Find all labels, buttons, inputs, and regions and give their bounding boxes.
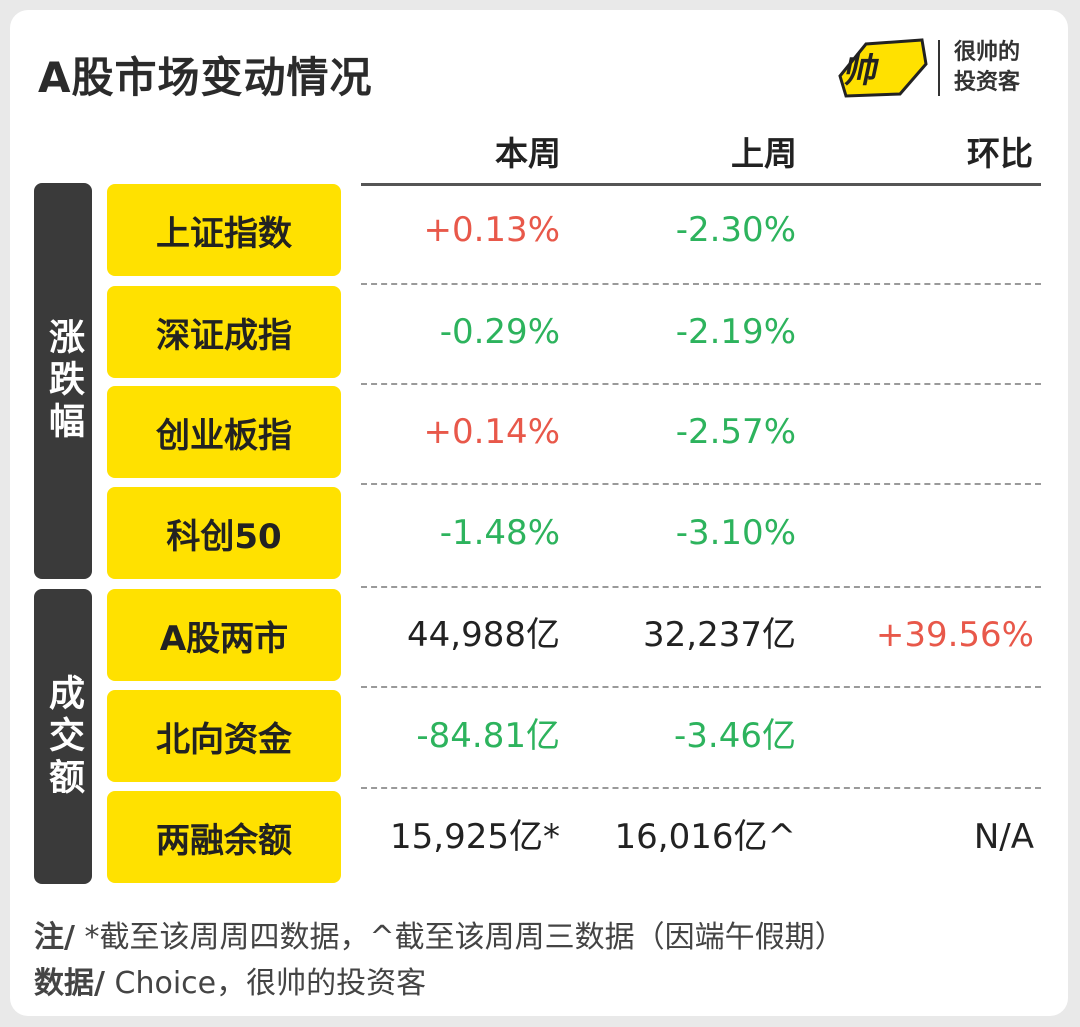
cell-szse-this-week: -0.29%: [439, 312, 560, 352]
row-divider: [361, 787, 1041, 789]
row-label-star50: 科创50: [107, 487, 341, 579]
cell-sse-change: [804, 184, 1034, 276]
cell-margin-change: N/A: [973, 817, 1034, 857]
cell-chinext-this-week: +0.14%: [423, 412, 561, 452]
row-divider: [361, 483, 1041, 485]
row-label-northbound: 北向资金: [107, 690, 341, 782]
footnote-source: 数据/ Choice，很帅的投资客: [34, 958, 426, 1002]
group-tag-price-change: 涨跌幅: [34, 183, 92, 579]
group-tag-turnover: 成交额: [34, 589, 92, 884]
cell-a-share-change: +39.56%: [875, 615, 1034, 655]
cell-northbound-this-week: -84.81亿: [416, 716, 560, 756]
row-label-chinext: 创业板指: [107, 386, 341, 478]
logo-line-1: 很帅的: [954, 40, 1021, 65]
cell-chinext-change: [804, 386, 1034, 478]
cell-star50-change: [804, 487, 1034, 579]
footnote-note-text: *截至该周周四数据，^截至该周周三数据（因端午假期）: [74, 920, 845, 955]
svg-text:帅: 帅: [841, 52, 883, 90]
row-label-a-share-market: A股两市: [107, 589, 341, 681]
logo-divider: [938, 40, 940, 96]
row-divider: [361, 686, 1041, 688]
cell-star50-last-week: -3.10%: [675, 513, 796, 553]
cell-a-share-last-week: 32,237亿: [643, 615, 796, 655]
footnote-note: 注/ *截至该周周四数据，^截至该周周三数据（因端午假期）: [34, 912, 845, 956]
row-divider: [361, 283, 1041, 285]
logo-line-2: 投资客: [954, 70, 1021, 95]
cell-a-share-this-week: 44,988亿: [407, 615, 560, 655]
cell-chinext-last-week: -2.57%: [675, 412, 796, 452]
footnote-source-prefix: 数据/: [34, 966, 105, 1001]
cell-sse-this-week: +0.13%: [423, 210, 561, 250]
cell-northbound-change: [804, 690, 1034, 782]
cell-margin-this-week: 15,925亿*: [390, 817, 560, 857]
page-title: A股市场变动情况: [38, 53, 373, 102]
row-divider: [361, 383, 1041, 385]
header-rule: [361, 183, 1041, 186]
row-label-szse: 深证成指: [107, 286, 341, 378]
column-header-last-week: 上周: [731, 134, 797, 173]
cell-szse-change: [804, 286, 1034, 378]
logo: 帅 很帅的 投资客: [836, 36, 1046, 106]
row-label-sse: 上证指数: [107, 184, 341, 276]
cell-star50-this-week: -1.48%: [439, 513, 560, 553]
row-divider: [361, 586, 1041, 588]
column-header-this-week: 本周: [495, 134, 561, 173]
row-label-margin-balance: 两融余额: [107, 791, 341, 883]
cell-margin-last-week: 16,016亿^: [614, 817, 796, 857]
cell-sse-last-week: -2.30%: [675, 210, 796, 250]
logo-text: 很帅的 投资客: [954, 38, 1020, 98]
column-header-change: 环比: [967, 134, 1033, 173]
cell-northbound-last-week: -3.46亿: [674, 716, 796, 756]
cell-szse-last-week: -2.19%: [675, 312, 796, 352]
footnote-note-prefix: 注/: [34, 920, 75, 955]
footnote-source-text: Choice，很帅的投资客: [104, 966, 427, 1001]
shuai-logo-icon: 帅: [838, 38, 928, 98]
